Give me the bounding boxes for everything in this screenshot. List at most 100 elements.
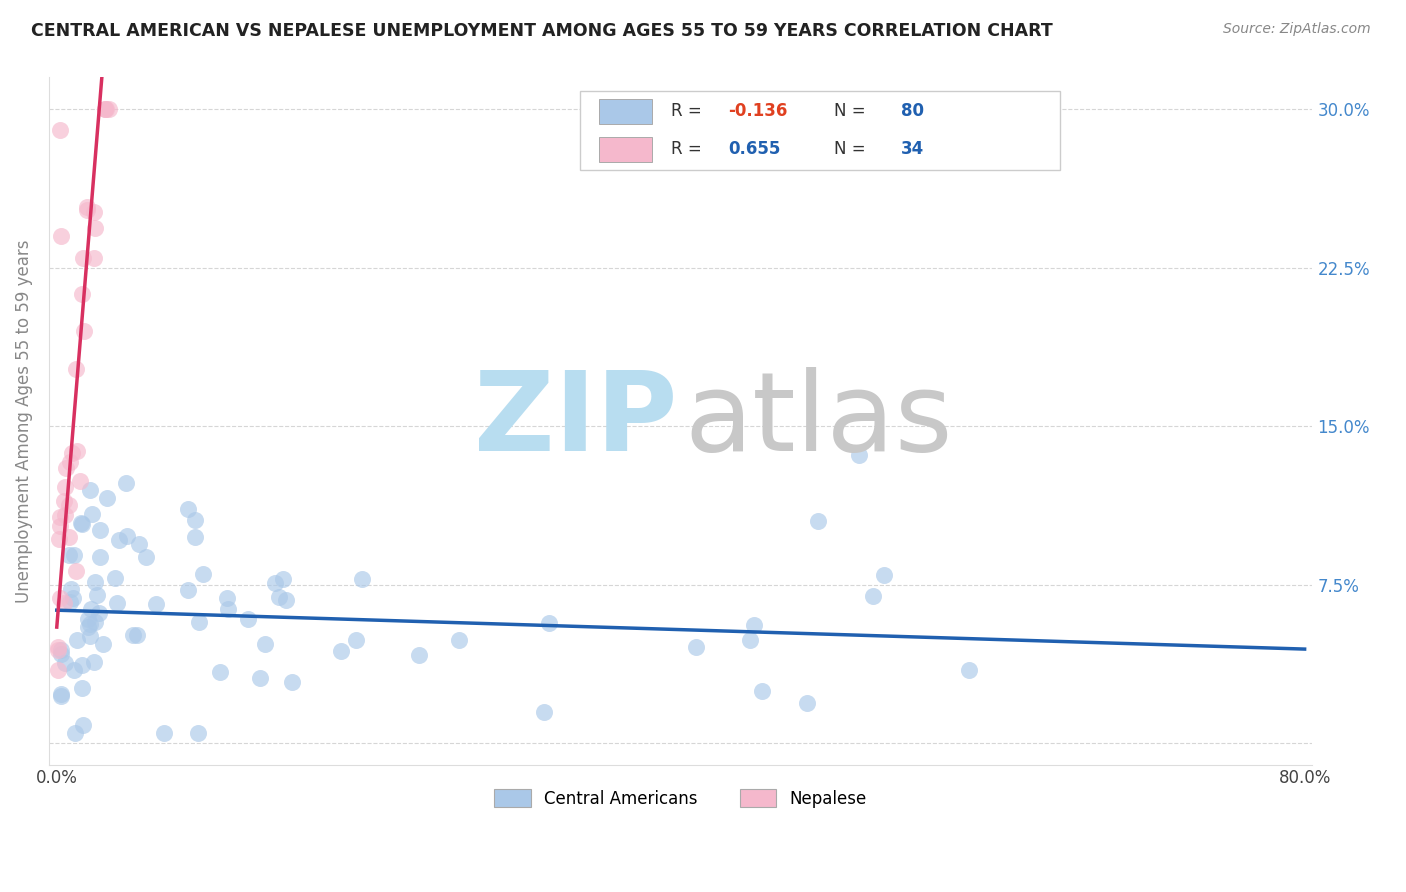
- Point: [58, 530, 80, 544]
- Point: [60, 582, 83, 597]
- Point: [48, 519, 70, 533]
- Point: [108, 533, 131, 548]
- Point: [77, 612, 100, 626]
- Point: [98, 102, 121, 116]
- Point: [537, 615, 560, 630]
- Point: [89, 524, 111, 538]
- Point: [249, 671, 271, 685]
- Point: [267, 590, 290, 604]
- Point: [72, 717, 94, 731]
- Text: atlas: atlas: [685, 368, 953, 475]
- Point: [352, 573, 374, 587]
- Point: [70, 287, 93, 301]
- Point: [70, 516, 93, 531]
- Point: [76, 202, 98, 217]
- Point: [63, 548, 86, 562]
- Point: [83, 251, 105, 265]
- Point: [862, 589, 884, 603]
- Point: [742, 617, 765, 632]
- Point: [274, 592, 297, 607]
- Point: [53, 494, 76, 508]
- Point: [330, 644, 353, 658]
- Point: [848, 448, 870, 462]
- Point: [70, 681, 93, 695]
- Point: [145, 598, 167, 612]
- Point: [49, 123, 72, 137]
- Point: [48, 533, 70, 547]
- Point: [121, 628, 143, 642]
- Point: [62, 591, 84, 606]
- Point: [55, 461, 77, 475]
- Point: [46, 643, 69, 657]
- Point: [59, 455, 82, 469]
- Point: [449, 632, 471, 647]
- Point: [957, 663, 980, 677]
- Point: [65, 564, 87, 578]
- Point: [77, 620, 100, 634]
- Point: [53, 657, 76, 671]
- Point: [128, 537, 150, 551]
- Point: [52, 596, 75, 610]
- Point: [236, 612, 259, 626]
- Point: [125, 628, 148, 642]
- Point: [751, 683, 773, 698]
- Point: [177, 502, 200, 516]
- Point: [685, 640, 707, 655]
- Point: [104, 571, 127, 585]
- Point: [69, 474, 91, 488]
- Point: [87, 606, 110, 620]
- Point: [105, 596, 128, 610]
- Point: [115, 529, 138, 543]
- Point: [51, 648, 73, 662]
- Point: [187, 615, 209, 629]
- Point: [70, 658, 93, 673]
- Point: [51, 690, 73, 704]
- Point: [58, 548, 80, 562]
- Point: [66, 633, 89, 648]
- Point: [153, 726, 176, 740]
- Point: [187, 726, 209, 740]
- Point: [46, 663, 69, 677]
- Text: ZIP: ZIP: [474, 368, 676, 475]
- Point: [796, 696, 818, 710]
- Point: [65, 726, 87, 740]
- Point: [79, 483, 101, 497]
- Point: [51, 687, 73, 701]
- Point: [263, 576, 285, 591]
- Point: [91, 637, 114, 651]
- Point: [51, 643, 73, 657]
- Point: [80, 602, 103, 616]
- Point: [83, 575, 105, 590]
- Point: [184, 529, 207, 543]
- Point: [89, 550, 111, 565]
- Point: [53, 480, 76, 494]
- Point: [217, 591, 239, 605]
- Point: [96, 491, 118, 505]
- Y-axis label: Unemployment Among Ages 55 to 59 years: Unemployment Among Ages 55 to 59 years: [15, 239, 32, 603]
- Legend: Central Americans, Nepalese: Central Americans, Nepalese: [488, 782, 873, 814]
- Point: [59, 595, 82, 609]
- Point: [79, 616, 101, 631]
- Point: [72, 252, 94, 266]
- Point: [217, 601, 239, 615]
- Point: [49, 591, 72, 606]
- Point: [65, 361, 87, 376]
- Text: CENTRAL AMERICAN VS NEPALESE UNEMPLOYMENT AMONG AGES 55 TO 59 YEARS CORRELATION : CENTRAL AMERICAN VS NEPALESE UNEMPLOYMEN…: [31, 22, 1053, 40]
- Point: [66, 444, 89, 458]
- Point: [184, 513, 207, 527]
- Point: [82, 507, 104, 521]
- Point: [94, 102, 117, 116]
- Point: [408, 648, 430, 662]
- Point: [873, 567, 896, 582]
- Point: [83, 221, 105, 235]
- Point: [46, 640, 69, 655]
- Point: [83, 205, 105, 219]
- Point: [209, 665, 232, 680]
- Point: [60, 446, 83, 460]
- Point: [115, 475, 138, 490]
- Point: [806, 514, 828, 528]
- Point: [94, 102, 117, 116]
- Point: [177, 582, 200, 597]
- Point: [740, 633, 762, 648]
- Point: [191, 567, 214, 582]
